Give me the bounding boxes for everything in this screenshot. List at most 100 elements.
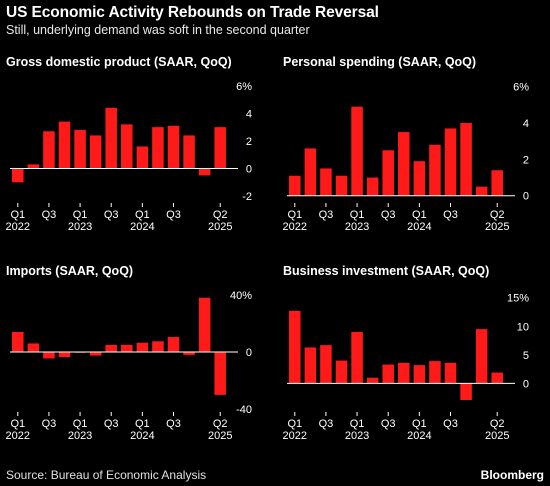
x-tick-label: Q1 bbox=[135, 418, 150, 430]
bar-q1-2022 bbox=[289, 310, 301, 384]
x-tick-label: Q3 bbox=[319, 418, 334, 430]
x-tick-label: Q2 bbox=[213, 418, 228, 430]
x-tick-label: Q2 bbox=[490, 209, 505, 221]
bar-q1-2023 bbox=[351, 106, 363, 196]
y-tick-label: 10 bbox=[517, 321, 529, 333]
x-tick-label: Q2 bbox=[213, 209, 228, 221]
bar-q4-2022 bbox=[58, 121, 71, 169]
bar-q1-2025 bbox=[475, 329, 488, 384]
bar-q2-2025 bbox=[491, 170, 503, 196]
bar-q1-2025 bbox=[198, 168, 211, 176]
x-tick-label: Q1 bbox=[287, 209, 302, 221]
x-tick-year-label: 2022 bbox=[6, 430, 30, 442]
bar-q3-2023 bbox=[382, 364, 394, 384]
x-tick-label: Q3 bbox=[381, 209, 396, 221]
bar-q1-2024 bbox=[413, 161, 426, 196]
bar-q2-2022 bbox=[304, 347, 317, 384]
x-tick-label: Q3 bbox=[42, 418, 57, 430]
y-tick-label: 2 bbox=[246, 136, 252, 148]
bar-q3-2024 bbox=[167, 125, 180, 169]
x-tick-year-label: 2025 bbox=[208, 430, 232, 442]
x-tick-label: Q1 bbox=[350, 209, 365, 221]
x-tick-label: Q2 bbox=[490, 418, 505, 430]
y-tick-label: 15% bbox=[507, 293, 529, 305]
bar-q1-2025 bbox=[198, 297, 211, 352]
bar-q1-2022 bbox=[12, 332, 24, 352]
x-tick-label: Q1 bbox=[287, 418, 302, 430]
bar-q2-2023 bbox=[366, 177, 379, 196]
bar-q3-2022 bbox=[320, 168, 332, 196]
imports-panel: Imports (SAAR, QoQ) -40 0 40% Q1 2022 Q3 Q1 202… bbox=[6, 264, 276, 454]
bar-q4-2024 bbox=[183, 352, 195, 355]
y-tick-label: 4 bbox=[523, 118, 529, 130]
y-tick-label: 5 bbox=[523, 350, 529, 362]
y-tick-label: 0 bbox=[523, 378, 529, 390]
imports-panel-title: Imports (SAAR, QoQ) bbox=[6, 264, 134, 278]
bar-q4-2022 bbox=[335, 175, 348, 196]
gdp-panel-title: Gross domestic product (SAAR, QoQ) bbox=[6, 55, 232, 69]
x-tick-year-label: 2025 bbox=[208, 221, 232, 233]
x-tick-year-label: 2024 bbox=[407, 430, 431, 442]
source-note: Source: Bureau of Economic Analysis bbox=[6, 468, 207, 482]
bar-q1-2022 bbox=[289, 175, 301, 196]
x-tick-label: Q1 bbox=[73, 209, 88, 221]
bar-q4-2024 bbox=[183, 135, 195, 169]
x-tick-label: Q1 bbox=[412, 418, 427, 430]
x-tick-year-label: 2022 bbox=[6, 221, 30, 233]
business-investment-panel: Business investment (SAAR, QoQ) 0 5 10 15% Q… bbox=[283, 264, 550, 454]
bar-q3-2023 bbox=[105, 107, 117, 169]
bar-q2-2025 bbox=[214, 127, 226, 169]
x-tick-label: Q1 bbox=[412, 209, 427, 221]
bar-q3-2024 bbox=[444, 128, 457, 196]
x-tick-year-label: 2025 bbox=[485, 221, 509, 233]
bar-q2-2025 bbox=[214, 352, 226, 395]
bar-q4-2022 bbox=[335, 360, 348, 384]
bar-q1-2024 bbox=[136, 342, 149, 352]
x-tick-label: Q3 bbox=[166, 209, 181, 221]
bar-q3-2022 bbox=[43, 131, 55, 169]
y-tick-label: 6% bbox=[513, 82, 529, 94]
bar-q2-2024 bbox=[429, 144, 441, 196]
bar-q2-2023 bbox=[366, 377, 379, 384]
bar-q4-2023 bbox=[398, 362, 410, 384]
bar-q2-2023 bbox=[89, 352, 102, 356]
bar-q3-2022 bbox=[43, 352, 55, 359]
x-tick-label: Q3 bbox=[443, 418, 458, 430]
x-tick-year-label: 2023 bbox=[345, 430, 369, 442]
y-tick-label: 0 bbox=[246, 347, 252, 359]
x-tick-year-label: 2024 bbox=[130, 221, 154, 233]
x-tick-year-label: 2022 bbox=[283, 430, 307, 442]
x-tick-label: Q3 bbox=[104, 209, 119, 221]
x-tick-year-label: 2025 bbox=[485, 430, 509, 442]
gdp-panel: Gross domestic product (SAAR, QoQ) -2 0 2 4… bbox=[6, 55, 276, 245]
bar-q4-2022 bbox=[58, 352, 71, 357]
x-tick-year-label: 2023 bbox=[68, 430, 92, 442]
x-tick-label: Q3 bbox=[166, 418, 181, 430]
x-tick-label: Q3 bbox=[443, 209, 458, 221]
y-tick-label: 4 bbox=[246, 108, 252, 120]
bar-q3-2024 bbox=[444, 362, 457, 384]
bar-q4-2023 bbox=[121, 124, 133, 169]
bloomberg-logo: Bloomberg bbox=[480, 468, 544, 482]
bar-q3-2023 bbox=[105, 344, 117, 352]
bar-q2-2024 bbox=[152, 127, 164, 169]
bar-q1-2022 bbox=[12, 168, 24, 183]
bar-q2-2024 bbox=[429, 361, 441, 384]
bar-q4-2023 bbox=[398, 132, 410, 196]
x-tick-label: Q1 bbox=[10, 418, 25, 430]
x-tick-label: Q1 bbox=[350, 418, 365, 430]
x-tick-label: Q1 bbox=[135, 209, 150, 221]
bar-q2-2022 bbox=[304, 148, 317, 196]
chart-title: US Economic Activity Rebounds on Trade R… bbox=[6, 4, 379, 21]
bar-q2-2024 bbox=[152, 341, 164, 352]
x-tick-year-label: 2022 bbox=[283, 221, 307, 233]
y-tick-label: -40 bbox=[236, 404, 252, 416]
x-tick-year-label: 2023 bbox=[68, 221, 92, 233]
y-tick-label: 0 bbox=[246, 164, 252, 176]
x-tick-label: Q3 bbox=[104, 418, 119, 430]
personal-spending-panel: Personal spending (SAAR, QoQ) 0 2 4 6% Q1 202… bbox=[283, 55, 550, 245]
bar-q1-2023 bbox=[74, 129, 86, 169]
x-tick-label: Q3 bbox=[319, 209, 334, 221]
